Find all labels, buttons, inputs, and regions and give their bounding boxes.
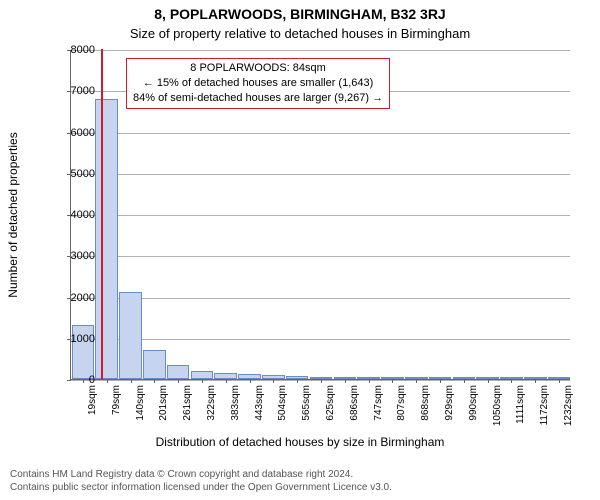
x-tick-label: 201sqm (158, 385, 169, 421)
x-tick-label: 868sqm (420, 385, 431, 421)
x-tick-label: 686sqm (349, 385, 360, 421)
info-line-2: ← 15% of detached houses are smaller (1,… (133, 76, 383, 91)
x-tick (369, 379, 370, 383)
footer: Contains HM Land Registry data © Crown c… (10, 468, 392, 494)
x-tick (154, 379, 155, 383)
histogram-bar (143, 350, 166, 379)
histogram-bar (95, 99, 118, 380)
footer-line-1: Contains HM Land Registry data © Crown c… (10, 468, 392, 481)
y-tick-label: 0 (45, 374, 95, 386)
x-tick (131, 379, 132, 383)
property-info-box: 8 POPLARWOODS: 84sqm← 15% of detached ho… (126, 58, 390, 109)
x-tick (345, 379, 346, 383)
gridline (71, 298, 570, 299)
plot-area: 19sqm79sqm140sqm201sqm261sqm322sqm383sqm… (70, 50, 570, 380)
x-tick-label: 504sqm (277, 385, 288, 421)
x-tick-label: 565sqm (301, 385, 312, 421)
y-tick-label: 7000 (45, 85, 95, 97)
x-tick (535, 379, 536, 383)
property-marker-line (101, 49, 103, 379)
y-tick-label: 6000 (45, 127, 95, 139)
x-tick (202, 379, 203, 383)
y-tick-label: 1000 (45, 333, 95, 345)
x-tick (250, 379, 251, 383)
chart-container: 8, POPLARWOODS, BIRMINGHAM, B32 3RJ Size… (0, 0, 600, 500)
y-tick-label: 8000 (45, 44, 95, 56)
y-tick-label: 5000 (45, 168, 95, 180)
x-tick (321, 379, 322, 383)
x-tick-label: 1111sqm (515, 385, 526, 424)
y-tick-label: 4000 (45, 209, 95, 221)
x-tick-label: 19sqm (87, 385, 98, 415)
gridline (71, 133, 570, 134)
x-tick-label: 79sqm (111, 385, 122, 415)
x-tick-label: 990sqm (468, 385, 479, 421)
gridline (71, 50, 570, 51)
x-tick-label: 625sqm (325, 385, 336, 421)
title-sub: Size of property relative to detached ho… (0, 26, 600, 41)
x-tick (392, 379, 393, 383)
x-tick-label: 383sqm (230, 385, 241, 421)
x-tick (511, 379, 512, 383)
x-tick (488, 379, 489, 383)
x-tick-label: 807sqm (396, 385, 407, 421)
x-tick-label: 929sqm (444, 385, 455, 421)
gridline (71, 339, 570, 340)
x-tick (273, 379, 274, 383)
x-tick-label: 140sqm (135, 385, 146, 421)
info-line-3: 84% of semi-detached houses are larger (… (133, 91, 383, 106)
x-axis-title: Distribution of detached houses by size … (0, 435, 600, 449)
x-tick (178, 379, 179, 383)
title-main: 8, POPLARWOODS, BIRMINGHAM, B32 3RJ (0, 6, 600, 22)
x-tick-label: 322sqm (206, 385, 217, 421)
x-tick-label: 1172sqm (539, 385, 550, 425)
histogram-bar (119, 292, 142, 379)
x-tick-label: 1050sqm (492, 385, 503, 426)
x-tick-label: 747sqm (373, 385, 384, 421)
y-tick-label: 3000 (45, 250, 95, 262)
x-tick (297, 379, 298, 383)
x-tick-label: 1232sqm (563, 385, 574, 426)
y-tick-label: 2000 (45, 292, 95, 304)
x-tick (559, 379, 560, 383)
gridline (71, 256, 570, 257)
x-tick-label: 443sqm (254, 385, 265, 421)
histogram-bar (167, 365, 190, 379)
gridline (71, 215, 570, 216)
histogram-bar (191, 371, 214, 379)
gridline (71, 174, 570, 175)
x-tick (464, 379, 465, 383)
footer-line-2: Contains public sector information licen… (10, 481, 392, 494)
y-axis-title: Number of detached properties (6, 50, 20, 380)
x-tick (416, 379, 417, 383)
x-tick-label: 261sqm (182, 385, 193, 421)
x-tick (440, 379, 441, 383)
x-tick (226, 379, 227, 383)
info-line-1: 8 POPLARWOODS: 84sqm (133, 61, 383, 76)
x-tick (107, 379, 108, 383)
